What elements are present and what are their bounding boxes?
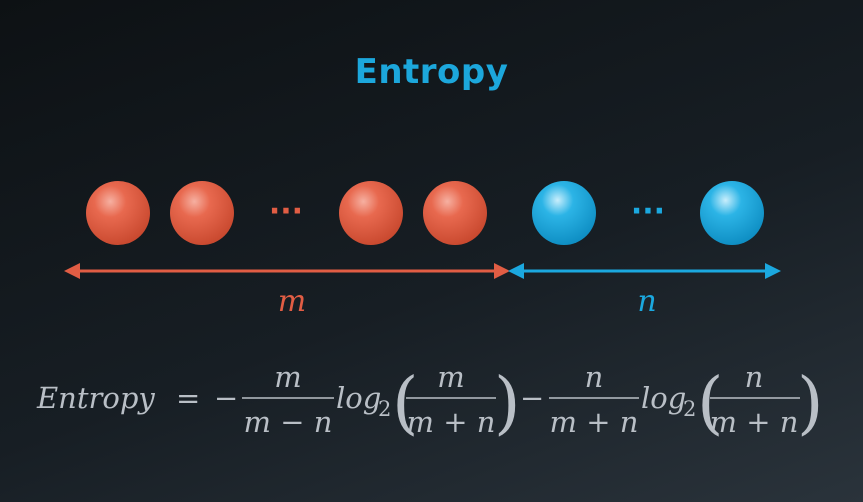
red-group-label: m bbox=[278, 284, 306, 319]
red-ball bbox=[423, 181, 487, 245]
paren-close-2: ) bbox=[797, 364, 824, 443]
red-ball bbox=[170, 181, 234, 245]
formula-minus-2: − bbox=[520, 381, 544, 415]
red-ellipsis: ··· bbox=[269, 194, 303, 229]
formula-equals: = bbox=[176, 381, 200, 415]
blue-ellipsis: ··· bbox=[631, 194, 665, 229]
log-1: log bbox=[336, 381, 381, 415]
paren-open-1: ( bbox=[392, 364, 419, 443]
frac3-denominator: m + n bbox=[550, 405, 639, 439]
paren-open-2: ( bbox=[697, 364, 724, 443]
formula-minus-1: − bbox=[214, 381, 238, 415]
blue-ball bbox=[700, 181, 764, 245]
frac1-denominator: m − n bbox=[244, 405, 333, 439]
frac4-numerator: n bbox=[745, 360, 764, 394]
log-2-subscript: 2 bbox=[683, 397, 696, 421]
frac2-denominator: m + n bbox=[407, 405, 496, 439]
log-1-subscript: 2 bbox=[378, 397, 391, 421]
red-span-arrow bbox=[64, 263, 510, 279]
frac1-numerator: m bbox=[274, 360, 302, 394]
frac4-denominator: m + n bbox=[710, 405, 799, 439]
log-2: log bbox=[641, 381, 686, 415]
red-ball bbox=[339, 181, 403, 245]
blue-ball bbox=[532, 181, 596, 245]
entropy-formula: Entropy = − m m − n log 2 ( m m + n ) − … bbox=[36, 360, 824, 443]
frac3-numerator: n bbox=[585, 360, 604, 394]
blue-group-label: n bbox=[637, 284, 656, 319]
formula-lhs: Entropy bbox=[36, 381, 155, 415]
page-title: Entropy bbox=[354, 52, 509, 92]
red-ball bbox=[86, 181, 150, 245]
paren-close-1: ) bbox=[494, 364, 521, 443]
blue-span-arrow bbox=[508, 263, 781, 279]
frac2-numerator: m bbox=[437, 360, 465, 394]
